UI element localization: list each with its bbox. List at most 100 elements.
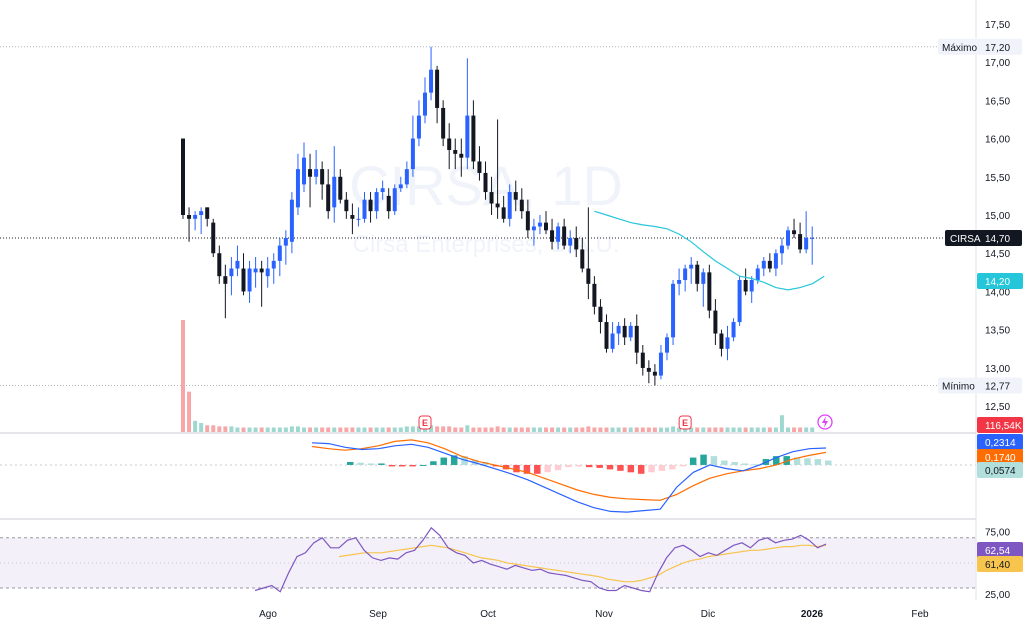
candle[interactable] (731, 318, 736, 342)
candle[interactable] (677, 268, 682, 296)
candle[interactable] (356, 207, 361, 227)
candle[interactable] (580, 237, 585, 273)
candle[interactable] (235, 245, 240, 277)
candle[interactable] (453, 138, 458, 170)
candle[interactable] (562, 218, 567, 250)
candle[interactable] (665, 333, 669, 361)
candle[interactable] (574, 226, 579, 258)
candle[interactable] (416, 100, 421, 147)
earnings-marker[interactable]: E (418, 415, 432, 430)
candle[interactable] (295, 153, 300, 215)
candle[interactable] (798, 222, 803, 254)
candle[interactable] (507, 184, 512, 227)
candle[interactable] (761, 257, 766, 277)
rsi-pane[interactable] (0, 526, 976, 593)
candle[interactable] (707, 264, 712, 319)
candle[interactable] (713, 299, 718, 345)
candle[interactable] (441, 100, 446, 147)
candle[interactable] (525, 199, 530, 238)
candle[interactable] (362, 192, 367, 223)
candle[interactable] (308, 153, 313, 208)
candle[interactable] (247, 260, 252, 303)
candle[interactable] (211, 218, 216, 258)
candle[interactable] (429, 46, 434, 101)
candle[interactable] (610, 322, 615, 353)
candle[interactable] (725, 325, 730, 361)
candle[interactable] (695, 260, 700, 292)
candle[interactable] (338, 169, 343, 204)
candle[interactable] (513, 180, 518, 212)
candle[interactable] (277, 237, 282, 277)
candle[interactable] (519, 188, 524, 219)
candle[interactable] (423, 77, 427, 124)
candle[interactable] (616, 322, 621, 345)
candle[interactable] (701, 268, 706, 307)
rsi-ma-line[interactable] (338, 544, 827, 583)
candle[interactable] (241, 253, 246, 296)
candle[interactable] (459, 138, 464, 177)
candle[interactable] (489, 176, 494, 215)
candle[interactable] (537, 215, 542, 235)
candle[interactable] (386, 188, 391, 219)
candle[interactable] (380, 180, 385, 200)
macd-pane[interactable] (0, 439, 976, 520)
candle[interactable] (586, 207, 591, 300)
candle[interactable] (592, 276, 597, 315)
candle[interactable] (332, 146, 337, 223)
candle[interactable] (501, 195, 506, 223)
candle[interactable] (410, 115, 415, 177)
price-pane[interactable] (181, 46, 825, 386)
candle[interactable] (471, 100, 476, 170)
candle[interactable] (792, 218, 797, 238)
macd-line[interactable] (311, 442, 827, 513)
candle[interactable] (689, 257, 694, 284)
candle[interactable] (628, 322, 633, 342)
candle[interactable] (398, 176, 403, 193)
candle[interactable] (531, 218, 536, 246)
candle[interactable] (229, 257, 234, 296)
candle[interactable] (786, 226, 790, 250)
macd-signal-line[interactable] (311, 439, 827, 501)
candle[interactable] (598, 299, 603, 334)
candle[interactable] (205, 207, 210, 227)
candle[interactable] (223, 264, 228, 319)
candle[interactable] (265, 257, 270, 288)
candle[interactable] (404, 161, 409, 189)
candle[interactable] (326, 169, 331, 219)
candle[interactable] (314, 150, 319, 185)
rsi-line[interactable] (254, 526, 827, 593)
candle[interactable] (737, 276, 742, 326)
candle[interactable] (199, 207, 204, 235)
candle[interactable] (344, 192, 349, 219)
candle[interactable] (683, 264, 688, 292)
candle[interactable] (604, 314, 609, 353)
candle[interactable] (483, 161, 488, 200)
candle[interactable] (465, 58, 470, 170)
candle[interactable] (749, 276, 754, 303)
earnings-marker[interactable]: E (678, 415, 692, 430)
candle[interactable] (392, 184, 397, 215)
candle[interactable] (283, 230, 288, 265)
candle[interactable] (652, 364, 657, 386)
candle[interactable] (477, 146, 482, 181)
candle[interactable] (320, 161, 325, 200)
candle[interactable] (556, 222, 561, 250)
candle[interactable] (368, 192, 373, 223)
sma-line[interactable] (594, 210, 825, 291)
candle[interactable] (435, 65, 440, 124)
candle[interactable] (253, 257, 258, 288)
candle[interactable] (804, 211, 809, 254)
candle[interactable] (193, 211, 198, 231)
candle[interactable] (767, 253, 772, 273)
candle[interactable] (302, 142, 306, 193)
candle[interactable] (350, 203, 355, 235)
candle[interactable] (187, 207, 192, 242)
candle[interactable] (181, 138, 185, 219)
lightning-icon[interactable] (817, 414, 833, 430)
candle[interactable] (550, 218, 555, 250)
candle[interactable] (640, 345, 645, 376)
candle[interactable] (289, 192, 294, 254)
candle[interactable] (259, 260, 264, 307)
candle[interactable] (271, 253, 276, 284)
